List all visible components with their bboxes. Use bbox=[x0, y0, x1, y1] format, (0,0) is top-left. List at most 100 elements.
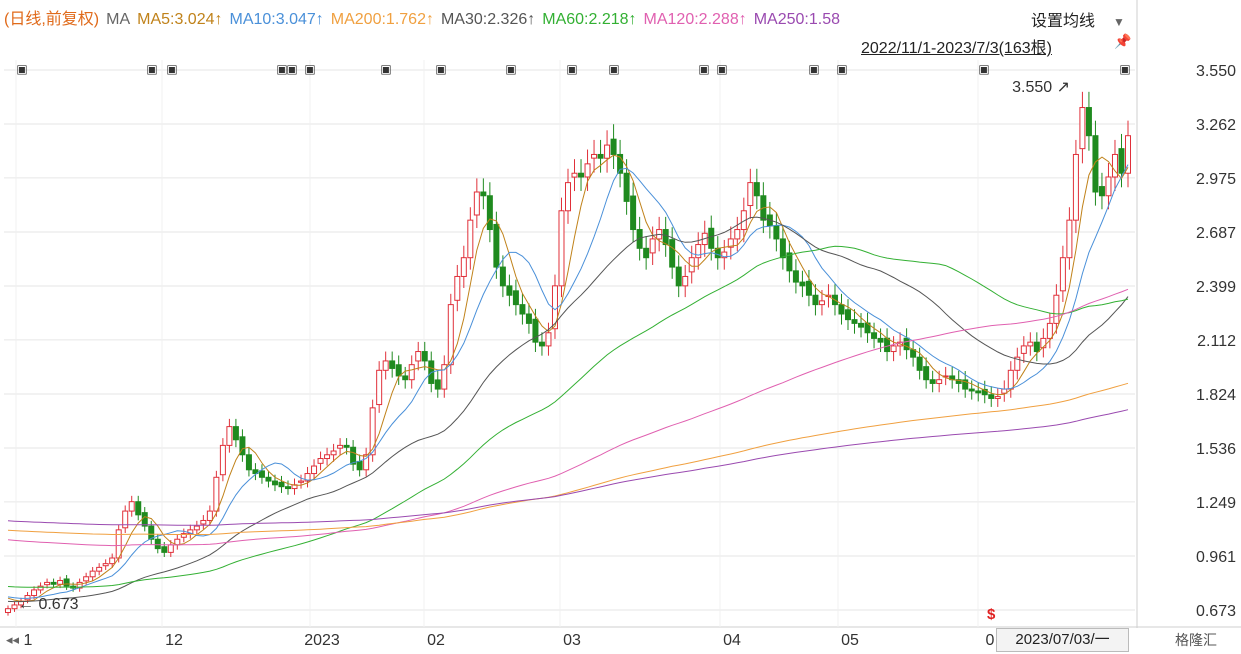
candle-body bbox=[265, 476, 272, 482]
event-marker-icon[interactable]: ▣ bbox=[566, 62, 577, 76]
candle-body bbox=[1040, 337, 1047, 349]
event-marker-icon[interactable]: ▣ bbox=[166, 62, 177, 76]
candle-body bbox=[1079, 107, 1086, 150]
ma-settings-button[interactable]: 设置均线 ▼ bbox=[1031, 7, 1125, 31]
candle-body bbox=[649, 238, 656, 254]
ma-line-ma60 bbox=[7, 245, 1129, 588]
event-marker-icon[interactable]: ▣ bbox=[146, 62, 157, 76]
event-marker-icon[interactable]: ▣ bbox=[608, 62, 619, 76]
candle-body bbox=[1046, 322, 1053, 339]
candle-body bbox=[838, 304, 845, 315]
candle-body bbox=[44, 581, 51, 586]
candle-body bbox=[206, 510, 213, 521]
ma-legend-item: MA10:3.047↑ bbox=[229, 11, 324, 28]
candle-body bbox=[232, 426, 239, 441]
scroll-left-icon[interactable]: ◂◂ bbox=[6, 632, 20, 647]
candle-body bbox=[258, 470, 265, 478]
candle-body bbox=[1007, 369, 1014, 390]
event-marker-icon[interactable]: ▣ bbox=[836, 62, 847, 76]
candle-body bbox=[786, 252, 793, 272]
candle-body bbox=[1020, 345, 1027, 354]
candle-body bbox=[558, 210, 565, 287]
candle-body bbox=[102, 563, 109, 567]
event-marker-icon[interactable]: ▣ bbox=[304, 62, 315, 76]
candle-body bbox=[571, 172, 578, 178]
dividend-marker-icon: $ bbox=[987, 606, 996, 623]
crosshair-date-label: 2023/07/03/一 bbox=[996, 628, 1129, 652]
candle-body bbox=[219, 444, 226, 476]
candle-body bbox=[499, 266, 506, 287]
candle-body bbox=[636, 229, 643, 249]
candle-body bbox=[356, 460, 363, 471]
date-range-label[interactable]: 2022/11/1-2023/7/3(163根) bbox=[861, 40, 1052, 57]
event-marker-icon[interactable]: ▣ bbox=[380, 62, 391, 76]
candle-body bbox=[467, 219, 474, 259]
candle-body bbox=[858, 322, 865, 328]
event-marker-icon[interactable]: ▣ bbox=[435, 62, 446, 76]
candle-body bbox=[480, 191, 487, 197]
candle-body bbox=[669, 239, 676, 268]
candle-body bbox=[408, 364, 415, 381]
x-tick-label: 12 bbox=[165, 632, 183, 649]
ma-legend-item: MA120:2.288↑ bbox=[643, 11, 747, 28]
pin-icon[interactable]: 📌 bbox=[1114, 33, 1132, 49]
candle-body bbox=[584, 163, 591, 178]
ma-legend-item: MA bbox=[106, 11, 131, 28]
candle-body bbox=[154, 538, 161, 550]
candle-body bbox=[109, 557, 116, 565]
candle-body bbox=[239, 436, 246, 456]
candle-body bbox=[304, 473, 311, 482]
candle-body bbox=[994, 396, 1001, 399]
event-marker-icon[interactable]: ▣ bbox=[16, 62, 27, 76]
candle-body bbox=[50, 581, 57, 585]
candle-body bbox=[545, 332, 552, 347]
candle-body bbox=[330, 450, 337, 456]
candle-body bbox=[486, 195, 493, 231]
candle-body bbox=[317, 458, 324, 464]
event-marker-icon[interactable]: ▣ bbox=[698, 62, 709, 76]
candle-body bbox=[845, 309, 851, 321]
candle-body bbox=[37, 585, 44, 591]
candle-body bbox=[83, 576, 90, 582]
candle-body bbox=[981, 388, 988, 396]
candle-body bbox=[245, 454, 252, 471]
candle-body bbox=[213, 476, 220, 512]
candle-body bbox=[63, 578, 70, 587]
event-marker-icon[interactable]: ▣ bbox=[505, 62, 516, 76]
candle-body bbox=[1111, 153, 1118, 178]
candle-body bbox=[623, 172, 630, 202]
watermark-logo: 格隆汇 bbox=[1175, 632, 1217, 648]
y-tick-label: 0.673 bbox=[1196, 603, 1236, 620]
candle-body bbox=[721, 251, 728, 259]
candle-body bbox=[337, 444, 344, 449]
candle-body bbox=[538, 341, 545, 347]
event-marker-icon[interactable]: ▣ bbox=[286, 62, 297, 76]
candle-body bbox=[57, 580, 64, 585]
candle-body bbox=[936, 379, 943, 384]
candle-body bbox=[734, 229, 741, 240]
candle-body bbox=[1033, 341, 1040, 353]
ma-legend-item: (日线,前复权) bbox=[4, 11, 100, 28]
candle-body bbox=[877, 337, 884, 343]
candle-body bbox=[493, 223, 500, 268]
event-marker-icon[interactable]: ▣ bbox=[1119, 62, 1130, 76]
candle-body bbox=[988, 394, 995, 399]
event-marker-icon[interactable]: ▣ bbox=[276, 62, 287, 76]
y-tick-label: 3.262 bbox=[1196, 117, 1236, 134]
event-marker-icon[interactable]: ▣ bbox=[716, 62, 727, 76]
candle-body bbox=[617, 153, 624, 174]
event-marker-icon[interactable]: ▣ bbox=[978, 62, 989, 76]
event-marker-icon[interactable]: ▣ bbox=[808, 62, 819, 76]
candle-body bbox=[779, 238, 786, 259]
candle-body bbox=[454, 275, 461, 301]
candle-body bbox=[1072, 153, 1079, 221]
candle-body bbox=[31, 589, 38, 597]
candle-body bbox=[395, 364, 402, 377]
candle-body bbox=[1014, 356, 1021, 371]
candle-body bbox=[369, 407, 376, 456]
candle-body bbox=[753, 182, 760, 197]
x-tick-label: 03 bbox=[563, 632, 581, 649]
candle-body bbox=[350, 446, 357, 465]
candle-body bbox=[851, 319, 858, 324]
